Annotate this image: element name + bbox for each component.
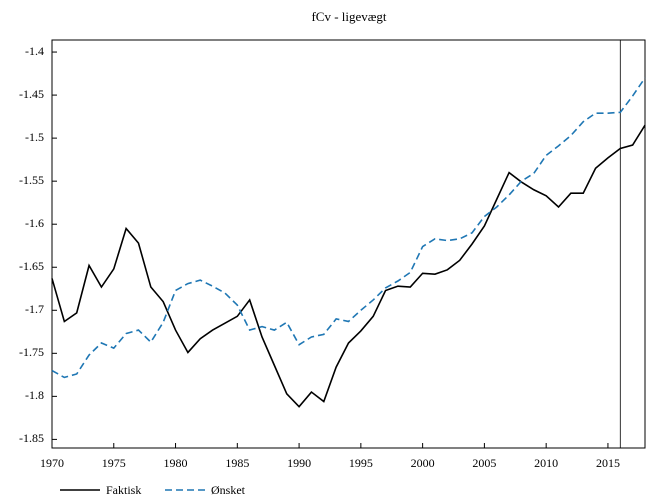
x-tick-label: 2010 xyxy=(534,456,558,470)
y-tick-label: -1.45 xyxy=(19,87,44,101)
y-tick-label: -1.8 xyxy=(25,388,44,402)
y-tick-label: -1.55 xyxy=(19,173,44,187)
x-tick-label: 2000 xyxy=(411,456,435,470)
x-tick-label: 1975 xyxy=(102,456,126,470)
x-tick-label: 1985 xyxy=(225,456,249,470)
y-tick-label: -1.5 xyxy=(25,130,44,144)
y-tick-label: -1.85 xyxy=(19,431,44,445)
x-tick-label: 1980 xyxy=(164,456,188,470)
y-tick-label: -1.65 xyxy=(19,259,44,273)
y-tick-label: -1.7 xyxy=(25,302,44,316)
data-line xyxy=(51,124,646,408)
y-tick-label: -1.75 xyxy=(19,345,44,359)
legend-label: Faktisk xyxy=(106,483,141,497)
data-line xyxy=(51,77,646,379)
x-tick-label: 1995 xyxy=(349,456,373,470)
x-tick-label: 1990 xyxy=(287,456,311,470)
x-tick-label: 2005 xyxy=(472,456,496,470)
chart-title: fCv - ligevægt xyxy=(311,9,386,24)
y-tick-label: -1.4 xyxy=(25,44,44,58)
x-tick-label: 2015 xyxy=(596,456,620,470)
x-tick-label: 1970 xyxy=(40,456,64,470)
plot-frame xyxy=(51,39,646,449)
y-tick-label: -1.6 xyxy=(25,216,44,230)
legend-label: Ønsket xyxy=(211,483,246,497)
